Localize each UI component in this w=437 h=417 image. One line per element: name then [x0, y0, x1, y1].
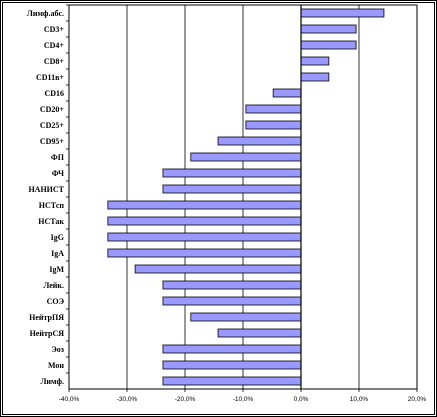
bar [134, 264, 302, 274]
bar [245, 104, 302, 114]
bar [300, 72, 330, 82]
category-label: Эоз [51, 345, 64, 354]
bar [300, 24, 357, 34]
bar [300, 8, 385, 18]
x-tick-label: -30,0% [117, 396, 138, 403]
category-label: CD11в+ [36, 73, 64, 82]
bar [217, 136, 302, 146]
bar [245, 120, 302, 130]
category-label: Мон [48, 361, 64, 370]
x-tick-label: 20,0% [408, 396, 427, 403]
x-tick-label: 10,0% [350, 396, 369, 403]
category-label: НСТсп [39, 201, 65, 210]
category-label: CD20+ [40, 105, 65, 114]
category-label: CD25+ [40, 121, 65, 130]
category-label: Лимф.абс. [27, 9, 64, 18]
bar [107, 232, 302, 242]
bar [217, 328, 302, 338]
x-tick-label: -20,0% [175, 396, 196, 403]
category-label: СОЭ [47, 297, 65, 306]
bars [107, 8, 385, 386]
category-label: CD16 [44, 89, 64, 98]
bar [162, 376, 302, 386]
category-label: IgA [51, 249, 64, 258]
x-tick-label: -10,0% [233, 396, 254, 403]
gridlines [66, 4, 418, 392]
category-label: Лейк. [43, 281, 64, 290]
bar [107, 200, 302, 210]
x-axis-tick-labels: -40,0% -30,0% -20,0% -10,0% 0,0% 10,0% 20,0% [59, 396, 427, 403]
category-label: НСТак [38, 217, 64, 226]
bar [162, 280, 302, 290]
bar [107, 216, 302, 226]
category-labels: Лимф.абс. CD3+ CD4+ CD8+ CD11в+ CD16 CD20+ CD25… [27, 9, 65, 386]
bar [162, 184, 302, 194]
x-tick-label: -40,0% [59, 396, 80, 403]
category-label: НейтрСЯ [30, 329, 65, 338]
bar [272, 88, 302, 98]
category-label: CD8+ [44, 57, 65, 66]
category-label: CD95+ [40, 137, 65, 146]
category-label: IgG [51, 233, 64, 242]
bar [107, 248, 302, 258]
category-label: IgM [49, 265, 64, 274]
category-label: CD4+ [44, 41, 65, 50]
category-label: НейтрПЯ [29, 313, 64, 322]
x-tick-label: 0,0% [294, 396, 309, 403]
category-label: CD3+ [44, 25, 65, 34]
category-label: ФП [51, 153, 65, 162]
bar [162, 296, 302, 306]
bar [300, 56, 330, 66]
bar [162, 344, 302, 354]
category-label: ФЧ [52, 169, 64, 178]
category-label: Лимф. [40, 377, 64, 386]
bar [190, 312, 302, 322]
bar [300, 40, 357, 50]
bar [162, 168, 302, 178]
bar [190, 152, 302, 162]
bar [162, 360, 302, 370]
category-label: НАНИСТ [28, 185, 64, 194]
